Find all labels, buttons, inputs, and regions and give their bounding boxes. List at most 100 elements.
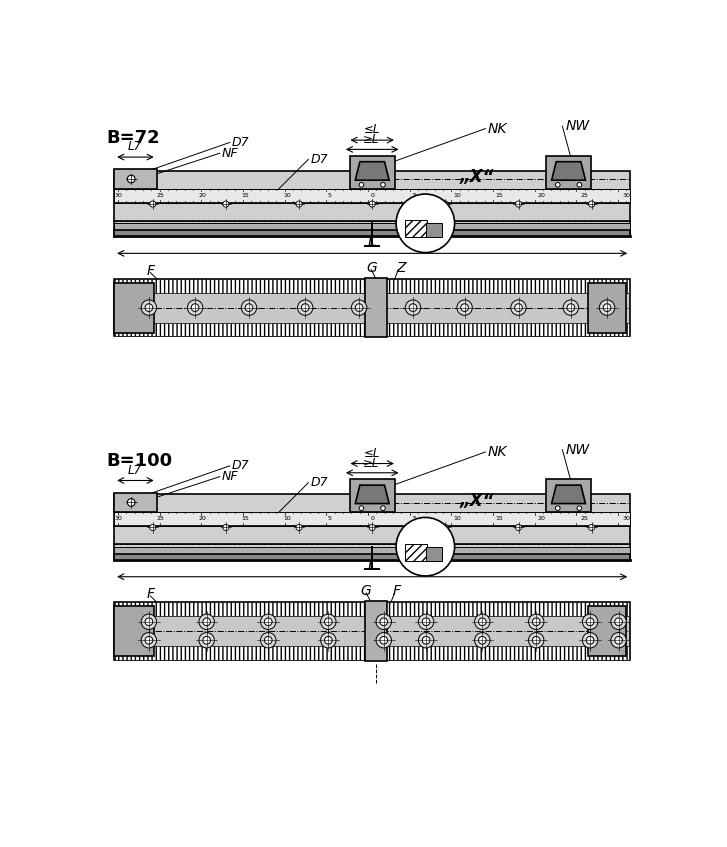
Text: ≤L: ≤L bbox=[364, 124, 380, 136]
Text: 0: 0 bbox=[370, 193, 374, 198]
Circle shape bbox=[302, 304, 309, 312]
Text: ≥L: ≥L bbox=[363, 133, 379, 147]
Circle shape bbox=[422, 618, 430, 626]
Circle shape bbox=[478, 636, 486, 644]
Circle shape bbox=[586, 618, 594, 626]
Text: 30: 30 bbox=[622, 193, 630, 198]
Text: NK: NK bbox=[488, 445, 507, 459]
Circle shape bbox=[376, 614, 391, 629]
Circle shape bbox=[359, 182, 364, 187]
Circle shape bbox=[515, 524, 521, 530]
Circle shape bbox=[369, 201, 375, 208]
Circle shape bbox=[127, 499, 135, 507]
Circle shape bbox=[296, 201, 302, 208]
Bar bbox=[546, 479, 591, 512]
Circle shape bbox=[145, 636, 153, 644]
Circle shape bbox=[356, 304, 363, 312]
Bar bbox=[350, 156, 395, 189]
Circle shape bbox=[203, 618, 211, 626]
Circle shape bbox=[150, 201, 156, 208]
Circle shape bbox=[589, 201, 595, 208]
Circle shape bbox=[222, 524, 229, 530]
Bar bbox=[115, 323, 630, 336]
Bar bbox=[426, 546, 441, 561]
Text: 25: 25 bbox=[580, 517, 588, 522]
Circle shape bbox=[419, 614, 434, 629]
Circle shape bbox=[409, 304, 417, 312]
Bar bbox=[406, 220, 427, 237]
Circle shape bbox=[150, 524, 156, 530]
Text: 30: 30 bbox=[114, 517, 122, 522]
Text: L7: L7 bbox=[128, 141, 142, 153]
Circle shape bbox=[532, 618, 540, 626]
Circle shape bbox=[145, 304, 153, 312]
Circle shape bbox=[567, 304, 575, 312]
Text: Z: Z bbox=[396, 261, 406, 275]
Circle shape bbox=[582, 614, 598, 629]
Bar bbox=[406, 544, 427, 561]
Circle shape bbox=[324, 636, 332, 644]
Circle shape bbox=[396, 518, 454, 576]
Circle shape bbox=[265, 636, 272, 644]
Text: 25: 25 bbox=[156, 517, 164, 522]
Bar bbox=[114, 602, 630, 660]
Bar bbox=[365, 601, 387, 661]
Circle shape bbox=[419, 633, 434, 648]
Text: B=100: B=100 bbox=[107, 452, 173, 470]
Text: 25: 25 bbox=[580, 193, 588, 198]
Circle shape bbox=[141, 614, 156, 629]
Polygon shape bbox=[356, 485, 389, 504]
Text: F: F bbox=[146, 588, 154, 601]
Circle shape bbox=[369, 524, 375, 530]
Text: D7: D7 bbox=[310, 476, 328, 490]
Text: L: L bbox=[368, 558, 377, 573]
Bar bbox=[114, 230, 630, 236]
Circle shape bbox=[615, 618, 622, 626]
Text: L7: L7 bbox=[128, 463, 142, 477]
Circle shape bbox=[381, 182, 385, 187]
Text: F: F bbox=[393, 584, 401, 598]
Circle shape bbox=[475, 614, 490, 629]
Text: 5: 5 bbox=[328, 517, 332, 522]
Circle shape bbox=[141, 633, 156, 648]
Text: 20: 20 bbox=[538, 517, 545, 522]
Circle shape bbox=[127, 175, 135, 183]
Circle shape bbox=[265, 618, 272, 626]
Circle shape bbox=[457, 300, 473, 315]
Text: 15: 15 bbox=[241, 517, 249, 522]
Bar bbox=[114, 512, 630, 526]
Bar bbox=[588, 606, 626, 656]
Bar bbox=[114, 279, 630, 336]
Text: 5: 5 bbox=[413, 193, 417, 198]
Text: 15: 15 bbox=[241, 193, 249, 198]
Circle shape bbox=[577, 506, 582, 511]
Circle shape bbox=[406, 300, 421, 315]
Circle shape bbox=[203, 636, 211, 644]
Text: G: G bbox=[366, 261, 377, 275]
Circle shape bbox=[321, 633, 336, 648]
Circle shape bbox=[241, 300, 257, 315]
Text: D7: D7 bbox=[231, 136, 249, 149]
Text: 0: 0 bbox=[370, 517, 374, 522]
Text: 10: 10 bbox=[284, 193, 292, 198]
Text: „X“: „X“ bbox=[459, 168, 494, 186]
Circle shape bbox=[529, 614, 544, 629]
Polygon shape bbox=[356, 162, 389, 180]
Circle shape bbox=[141, 300, 156, 315]
Text: 30: 30 bbox=[622, 517, 630, 522]
Bar bbox=[365, 278, 387, 337]
Bar bbox=[115, 279, 630, 292]
Circle shape bbox=[188, 300, 203, 315]
Circle shape bbox=[529, 633, 544, 648]
Polygon shape bbox=[552, 485, 585, 504]
Circle shape bbox=[603, 304, 611, 312]
Circle shape bbox=[478, 618, 486, 626]
Circle shape bbox=[376, 633, 391, 648]
Text: G: G bbox=[361, 584, 371, 598]
Circle shape bbox=[380, 618, 387, 626]
Bar bbox=[114, 495, 630, 560]
Circle shape bbox=[589, 524, 595, 530]
Bar bbox=[588, 283, 626, 333]
Text: NW: NW bbox=[566, 443, 590, 457]
Text: NK: NK bbox=[488, 122, 507, 136]
